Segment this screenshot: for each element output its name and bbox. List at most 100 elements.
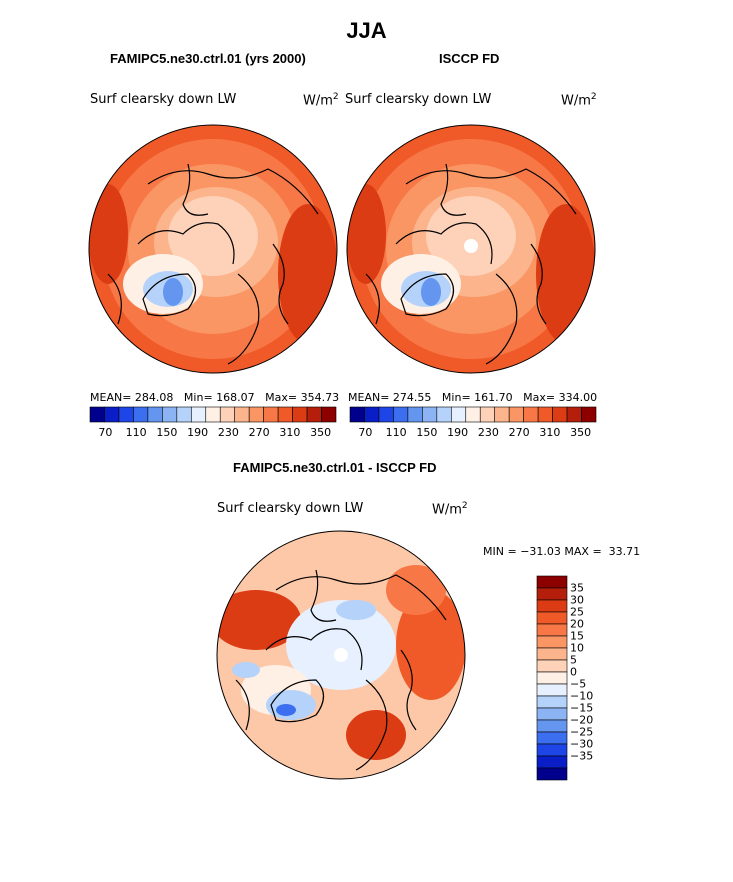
panel1-mean: 284.08 bbox=[134, 391, 174, 404]
colorbar-swatch bbox=[263, 406, 279, 423]
colorbar-swatch bbox=[465, 406, 481, 423]
colorbar-swatch bbox=[292, 406, 308, 423]
colorbar-swatch bbox=[364, 406, 380, 423]
colorbar-tick-label: −25 bbox=[570, 725, 594, 739]
panel1-max: 354.73 bbox=[300, 391, 340, 404]
panel2-stats: MEAN= 274.55 Min= 161.70 Max= 334.00 bbox=[348, 391, 598, 404]
coastline bbox=[272, 243, 289, 325]
diff-min: −31.03 bbox=[520, 545, 561, 558]
coastline bbox=[275, 574, 447, 621]
diff-colorbar: 35 30 25 20 15 10 5 0 −5 −10 −15 −20 −25 −30 −35 bbox=[536, 575, 617, 781]
colorbar-swatch bbox=[537, 406, 553, 423]
colorbar-tick-label: 350 bbox=[570, 426, 592, 439]
colorbar-swatch bbox=[133, 406, 149, 423]
colorbar-swatch bbox=[248, 406, 264, 423]
colorbar-swatch bbox=[436, 406, 452, 423]
colorbar-swatch bbox=[407, 406, 423, 423]
colorbar-swatch bbox=[393, 406, 409, 423]
colorbar-swatch bbox=[581, 406, 597, 423]
colorbar-swatch bbox=[205, 406, 221, 423]
colorbar-swatch bbox=[277, 406, 293, 423]
panel2-min: 161.70 bbox=[474, 391, 513, 404]
panel2-colorbar bbox=[349, 406, 597, 423]
colorbar-tick-label: 150 bbox=[156, 426, 178, 439]
colorbar-swatch bbox=[536, 767, 568, 781]
panel2-title: ISCCP FD bbox=[439, 51, 500, 66]
coastline bbox=[485, 273, 518, 365]
coastline bbox=[142, 273, 197, 317]
diff-units: W/m2 bbox=[432, 501, 468, 518]
colorbar-tick-label: 15 bbox=[570, 629, 584, 643]
coastline bbox=[235, 679, 250, 731]
colorbar-swatch bbox=[479, 406, 496, 423]
colorbar-tick-label: 230 bbox=[217, 426, 239, 439]
coastline bbox=[107, 273, 122, 325]
colorbar-tick-label: −35 bbox=[570, 749, 594, 763]
coastline bbox=[355, 679, 388, 771]
colorbar-swatch bbox=[552, 406, 568, 423]
colorbar-tick-label: 190 bbox=[447, 426, 469, 439]
colorbar-swatch bbox=[118, 406, 134, 423]
colorbar-tick-label: −20 bbox=[570, 713, 594, 727]
colorbar-tick-label: −10 bbox=[570, 689, 594, 703]
colorbar-swatch bbox=[89, 406, 105, 423]
coastline bbox=[405, 168, 577, 215]
panel1-min: 168.07 bbox=[216, 391, 255, 404]
coastline bbox=[400, 273, 455, 317]
diff-minmax: MIN = −31.03 MAX = 33.71 bbox=[483, 545, 641, 558]
panel1-colorbar-ticks: 70 110 150 190 230 270 310 350 bbox=[90, 426, 336, 440]
colorbar-swatch bbox=[219, 406, 236, 423]
coastline bbox=[265, 628, 363, 671]
colorbar-tick-label: 10 bbox=[570, 641, 584, 655]
map-boundary bbox=[88, 124, 338, 374]
colorbar-swatch bbox=[162, 406, 178, 423]
panel2-colorbar-ticks: 70 110 150 190 230 270 310 350 bbox=[350, 426, 596, 440]
panel1-title: FAMIPC5.ne30.ctrl.01 (yrs 2000) bbox=[110, 51, 306, 66]
panel1-map bbox=[88, 124, 338, 374]
coastline bbox=[270, 679, 325, 723]
panel2-map bbox=[346, 124, 596, 374]
colorbar-tick-label: 230 bbox=[477, 426, 499, 439]
coastline bbox=[227, 273, 260, 365]
colorbar-swatch bbox=[306, 406, 322, 423]
page-title: JJA bbox=[346, 18, 387, 43]
panel1-stats: MEAN= 284.08 Min= 168.07 Max= 354.73 bbox=[90, 391, 340, 404]
coastline bbox=[310, 569, 337, 622]
map-boundary bbox=[216, 530, 466, 780]
colorbar-tick-label: 110 bbox=[125, 426, 147, 439]
panel1-variable: Surf clearsky down LW bbox=[90, 92, 237, 107]
coastline bbox=[182, 163, 209, 216]
colorbar-swatch bbox=[450, 406, 467, 423]
colorbar-tick-label: −15 bbox=[570, 701, 594, 715]
panel2-mean: 274.55 bbox=[392, 391, 432, 404]
colorbar-tick-label: 25 bbox=[570, 605, 584, 619]
coastline bbox=[530, 243, 547, 325]
diff-title: FAMIPC5.ne30.ctrl.01 - ISCCP FD bbox=[233, 460, 437, 475]
colorbar-tick-label: 110 bbox=[385, 426, 407, 439]
coastline bbox=[440, 163, 467, 216]
colorbar-swatch bbox=[234, 406, 250, 423]
colorbar-swatch bbox=[494, 406, 510, 423]
colorbar-tick-label: 190 bbox=[187, 426, 209, 439]
colorbar-swatch bbox=[523, 406, 539, 423]
colorbar-tick-label: 5 bbox=[570, 653, 577, 667]
panel2-variable: Surf clearsky down LW bbox=[345, 92, 492, 107]
colorbar-tick-label: 310 bbox=[539, 426, 561, 439]
coastline bbox=[365, 273, 380, 325]
diff-map bbox=[216, 530, 466, 780]
colorbar-tick-label: 20 bbox=[570, 617, 584, 631]
panel1-units: W/m2 bbox=[303, 92, 339, 109]
colorbar-swatch bbox=[104, 406, 120, 423]
colorbar-tick-label: 70 bbox=[98, 426, 113, 439]
colorbar-swatch bbox=[566, 406, 582, 423]
colorbar-swatch bbox=[422, 406, 438, 423]
map-boundary bbox=[346, 124, 596, 374]
coastline bbox=[137, 222, 235, 265]
coastline bbox=[395, 222, 493, 265]
colorbar-swatch bbox=[176, 406, 192, 423]
colorbar-tick-label: 150 bbox=[416, 426, 438, 439]
diff-variable: Surf clearsky down LW bbox=[217, 501, 364, 516]
colorbar-tick-label: 270 bbox=[508, 426, 530, 439]
colorbar-tick-label: −30 bbox=[570, 737, 594, 751]
panel2-max: 334.00 bbox=[558, 391, 598, 404]
